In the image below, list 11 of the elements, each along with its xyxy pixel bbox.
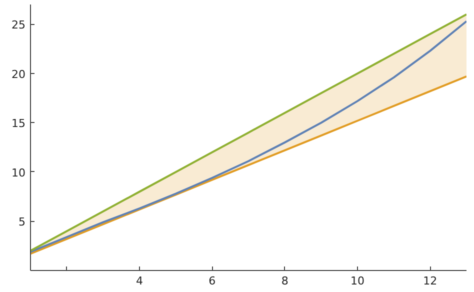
x-tick-label: 6 [208, 274, 216, 288]
y-tick-label: 10 [12, 166, 26, 180]
x-tick-label: 10 [350, 274, 364, 288]
y-tick-label: 5 [18, 216, 26, 229]
y-tick-label: 20 [12, 68, 26, 81]
y-tick-label: 25 [12, 18, 26, 32]
line-series [30, 75, 466, 255]
x-tick-label: 4 [136, 274, 143, 288]
y-tick-label: 15 [12, 117, 26, 130]
x-tick-label: 8 [281, 274, 288, 288]
x-tick-label: 12 [423, 274, 438, 288]
